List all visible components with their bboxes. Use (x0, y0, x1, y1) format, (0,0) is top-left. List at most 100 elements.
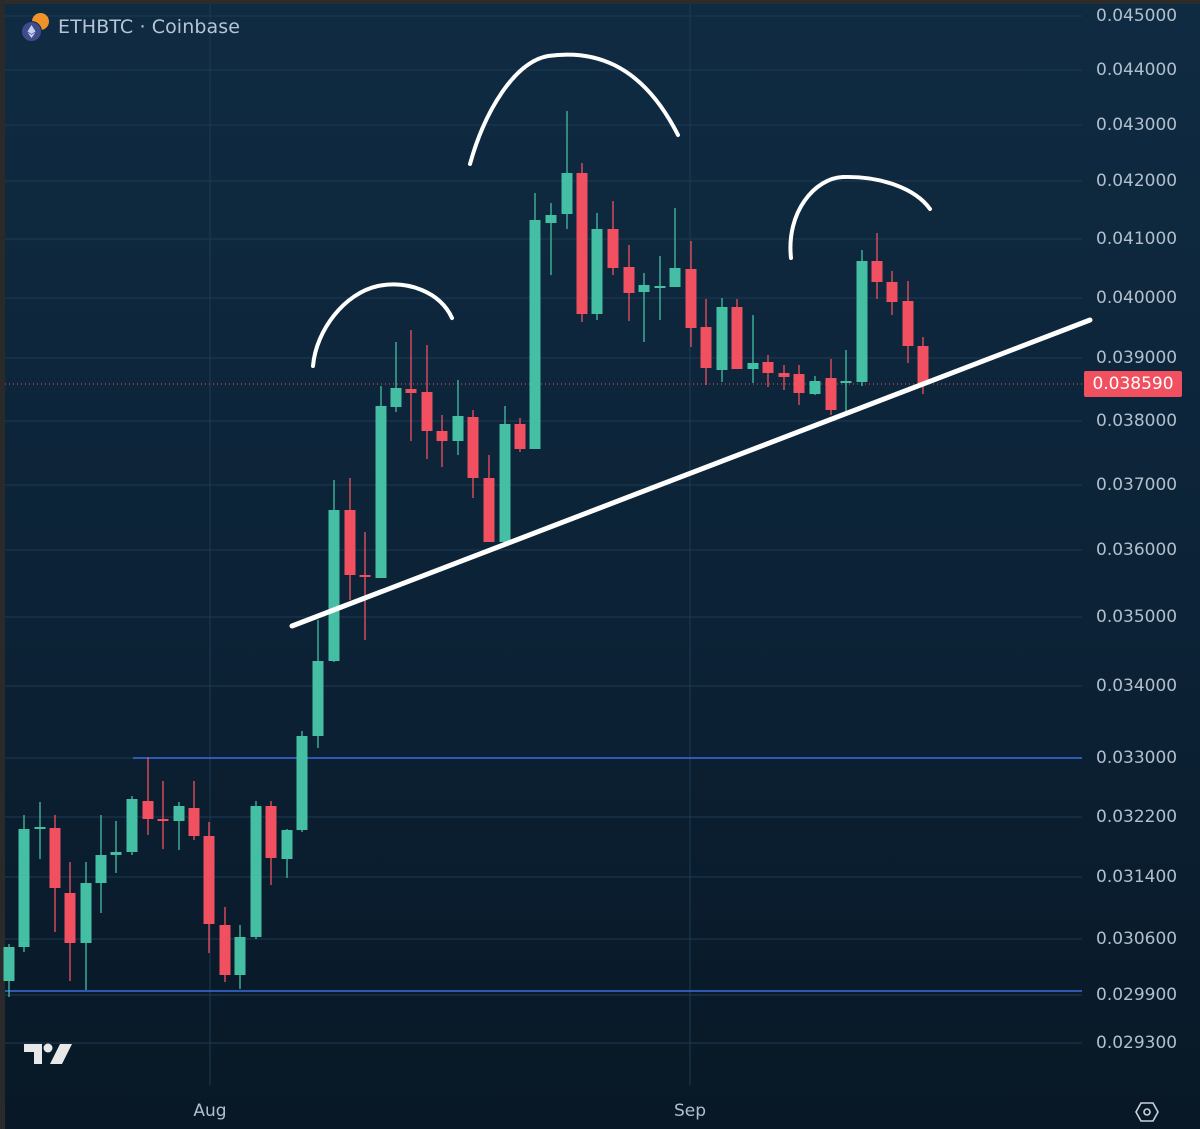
candle[interactable] (157, 781, 169, 849)
price-axis-label: 0.044000 (1096, 60, 1178, 80)
candle[interactable] (871, 233, 883, 299)
candle[interactable] (669, 208, 681, 287)
candle-body (685, 269, 697, 328)
candle[interactable] (902, 281, 914, 363)
candle[interactable] (281, 829, 293, 878)
candle[interactable] (34, 802, 46, 859)
head-arc[interactable] (468, 52, 680, 166)
candle[interactable] (467, 410, 479, 498)
candle[interactable] (778, 365, 790, 390)
candle[interactable] (344, 478, 356, 600)
candle[interactable] (638, 273, 650, 342)
candle[interactable] (188, 781, 200, 840)
candle[interactable] (80, 862, 92, 990)
candle-body (762, 362, 774, 373)
candle[interactable] (747, 315, 759, 383)
tradingview-logo[interactable] (22, 1040, 74, 1068)
candlestick-series[interactable] (3, 111, 929, 997)
symbol-title: ETHBTC · Coinbase (58, 16, 240, 38)
candle[interactable] (840, 350, 852, 411)
candle[interactable] (607, 201, 619, 275)
candle-body (95, 855, 107, 883)
candle-body (825, 378, 837, 410)
candle[interactable] (390, 342, 402, 412)
candle-body (591, 229, 603, 314)
candle[interactable] (312, 620, 324, 748)
candle[interactable] (809, 376, 821, 395)
candle[interactable] (203, 822, 215, 953)
candle[interactable] (110, 821, 122, 873)
grid-lines (5, 4, 1082, 1085)
horizontal-levels[interactable] (5, 757, 1082, 992)
right-shoulder-arc[interactable] (788, 174, 932, 260)
candle[interactable] (405, 330, 417, 441)
candle[interactable] (483, 455, 495, 542)
candle[interactable] (793, 365, 805, 405)
symbol-header[interactable]: ETHBTC · Coinbase (20, 13, 240, 42)
candle[interactable] (421, 345, 433, 459)
user-drawings[interactable] (289, 52, 1093, 629)
candle[interactable] (18, 815, 30, 952)
candle[interactable] (762, 355, 774, 387)
candle[interactable] (265, 801, 277, 885)
candle-body (34, 827, 46, 829)
candle[interactable] (591, 213, 603, 320)
eth-btc-pair-icon (20, 13, 50, 42)
candle[interactable] (529, 193, 541, 449)
candle[interactable] (142, 757, 154, 835)
candle[interactable] (700, 299, 712, 385)
candle[interactable] (173, 802, 185, 850)
price-axis[interactable]: 0.045000 0.044000 0.043000 0.042000 0.041000… (1082, 0, 1200, 1129)
price-axis-label: 0.045000 (1096, 6, 1178, 26)
price-axis-label: 0.043000 (1096, 115, 1178, 135)
settings-hexagon-icon[interactable] (1135, 1100, 1159, 1124)
candle-body (886, 282, 898, 302)
candle[interactable] (359, 532, 371, 640)
candle-body (436, 431, 448, 441)
candle[interactable] (685, 241, 697, 347)
candle[interactable] (561, 111, 573, 229)
candle[interactable] (3, 944, 15, 997)
candle[interactable] (95, 815, 107, 913)
candle-body (64, 893, 76, 943)
candle[interactable] (436, 415, 448, 467)
candle-body (576, 173, 588, 314)
candle-body (281, 830, 293, 859)
candle[interactable] (452, 380, 464, 455)
candle[interactable] (296, 731, 308, 832)
candle[interactable] (545, 203, 557, 275)
trendline[interactable] (289, 317, 1093, 629)
candle[interactable] (623, 245, 635, 321)
candle[interactable] (654, 256, 666, 320)
price-axis-label: 0.032200 (1096, 807, 1178, 827)
candle[interactable] (126, 796, 138, 855)
candle[interactable] (576, 163, 588, 322)
candle[interactable] (219, 907, 231, 982)
candle[interactable] (716, 298, 728, 382)
left-shoulder-arc[interactable] (311, 282, 454, 368)
candle[interactable] (328, 480, 340, 662)
candle[interactable] (499, 406, 511, 545)
candle-body (344, 510, 356, 575)
candle[interactable] (64, 862, 76, 981)
candle[interactable] (49, 815, 61, 932)
candle[interactable] (514, 418, 526, 452)
candle[interactable] (250, 801, 262, 939)
candle[interactable] (731, 299, 743, 369)
candle[interactable] (234, 925, 246, 989)
candle-body (731, 307, 743, 369)
candle[interactable] (375, 386, 387, 578)
candle-body (296, 736, 308, 830)
time-axis-label: Sep (673, 1101, 707, 1121)
candle-body (700, 327, 712, 368)
candle[interactable] (825, 359, 837, 415)
price-axis-label: 0.031400 (1096, 867, 1178, 887)
candle-body (467, 417, 479, 478)
price-axis-label: 0.034000 (1096, 676, 1178, 696)
price-axis-label: 0.038000 (1096, 411, 1178, 431)
candle-body (809, 381, 821, 394)
candle[interactable] (886, 271, 898, 315)
candle[interactable] (856, 250, 868, 386)
